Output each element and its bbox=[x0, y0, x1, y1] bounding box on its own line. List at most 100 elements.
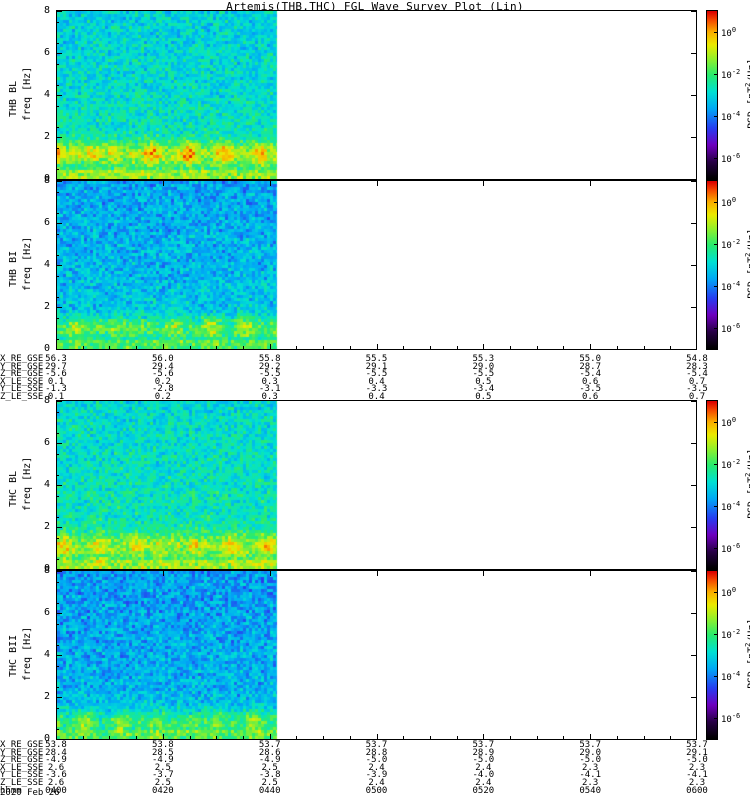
colorbar-tick-label: 10-6 bbox=[721, 322, 741, 335]
colorbar-tick-mark bbox=[714, 158, 718, 159]
colorbar-tick-mark bbox=[714, 244, 718, 245]
axis-row-label: X_RE_GSE bbox=[0, 740, 44, 750]
y-axis-unit-label-1: freq [Hz] bbox=[22, 66, 33, 121]
x-axis-tick-mark bbox=[483, 734, 484, 740]
x-axis-minor-tick bbox=[350, 736, 351, 739]
y-axis-tick-label: 2 bbox=[43, 131, 50, 142]
y-axis-minor-tick bbox=[56, 106, 59, 107]
y-axis-unit-label-3: freq [Hz] bbox=[22, 456, 33, 511]
axis-row-label: X_RE_GSE bbox=[0, 354, 44, 364]
axis-value: 28.3 bbox=[686, 361, 708, 372]
colorbar-tick-label: 10-4 bbox=[721, 280, 741, 293]
colorbar-tick-mark bbox=[714, 676, 718, 677]
axis-value: 29.1 bbox=[686, 747, 708, 758]
axis-value: 56.3 bbox=[45, 354, 67, 364]
y-axis-tick-mark bbox=[56, 53, 62, 54]
spectrogram-panel-3 bbox=[56, 400, 697, 570]
x-axis-tick-mark bbox=[590, 344, 591, 350]
y-axis-tick-mark bbox=[56, 401, 62, 402]
axis-value: -3.4 bbox=[472, 384, 495, 395]
axis-value: 28.8 bbox=[365, 747, 388, 758]
x-axis-tick-mark bbox=[163, 570, 164, 576]
x-axis-tick-mark bbox=[483, 344, 484, 350]
y-axis-tick-label: 6 bbox=[43, 217, 50, 228]
axis-value: 0.1 bbox=[47, 392, 65, 402]
axis-row-label: Z_RE_GSE bbox=[0, 755, 44, 766]
axis-value: -5.0 bbox=[472, 755, 495, 766]
colorbar-tick-mark bbox=[714, 286, 718, 287]
x-axis-minor-tick bbox=[216, 736, 217, 739]
x-axis-tick-mark bbox=[56, 180, 57, 186]
colorbar-tick-mark bbox=[714, 506, 718, 507]
date-stamp: 2020 Feb 26 bbox=[0, 788, 60, 798]
axis-value: -3.8 bbox=[258, 770, 281, 781]
x-axis-tick-mark bbox=[377, 344, 378, 350]
axis-value: 0.4 bbox=[368, 376, 385, 387]
x-axis-minor-tick bbox=[644, 346, 645, 349]
panel-name-label-1: THB BL bbox=[8, 80, 19, 117]
y-axis-tick-label: 2 bbox=[43, 521, 50, 532]
y-axis-minor-tick bbox=[56, 666, 59, 667]
x-axis-minor-tick bbox=[403, 346, 404, 349]
x-axis-tick-mark bbox=[270, 570, 271, 576]
colorbar-tick-label: 100 bbox=[721, 416, 737, 429]
y-axis-minor-tick bbox=[56, 454, 59, 455]
y-axis-tick-mark bbox=[56, 485, 62, 486]
axis-value: 53.7 bbox=[472, 740, 495, 750]
axis-value: 29.4 bbox=[151, 361, 174, 372]
axis-value: 0600 bbox=[686, 785, 708, 796]
axis-value: 0400 bbox=[45, 785, 67, 796]
axis-value: 2.4 bbox=[475, 762, 492, 773]
axis-value: -3.5 bbox=[579, 384, 601, 395]
axis-value: 53.8 bbox=[151, 740, 174, 750]
axis-value: 0540 bbox=[579, 785, 601, 796]
x-axis-minor-tick bbox=[190, 346, 191, 349]
axis-value: -5.5 bbox=[472, 369, 495, 380]
axis-value: -5.0 bbox=[365, 755, 388, 766]
y-axis-tick-label: 0 bbox=[43, 733, 50, 744]
y-axis-tick-mark-right bbox=[691, 569, 697, 570]
axis-value: 2.5 bbox=[261, 762, 278, 773]
y-axis-tick-label: 0 bbox=[43, 173, 50, 184]
axis-value: -5.6 bbox=[45, 369, 67, 380]
axis-value: 0.2 bbox=[154, 376, 171, 387]
y-axis-tick-mark-right bbox=[691, 11, 697, 12]
axis-value: 55.3 bbox=[472, 354, 495, 364]
y-axis-minor-tick bbox=[56, 687, 59, 688]
y-axis-tick-label: 2 bbox=[43, 691, 50, 702]
y-axis-tick-label: 6 bbox=[43, 437, 50, 448]
y-axis-minor-tick bbox=[56, 708, 59, 709]
colorbar-tick-mark bbox=[714, 718, 718, 719]
colorbar-axis-label-3: PSD [nT2/Hz] bbox=[744, 448, 750, 519]
y-axis-tick-mark bbox=[56, 137, 62, 138]
y-axis-tick-mark-right bbox=[691, 613, 697, 614]
colorbar-tick-label: 100 bbox=[721, 26, 737, 39]
colorbar-4 bbox=[706, 570, 718, 740]
axis-value: 2.5 bbox=[154, 778, 171, 788]
y-axis-tick-mark bbox=[56, 265, 62, 266]
x-axis-tick-mark bbox=[483, 180, 484, 186]
axis-value: -1.3 bbox=[45, 384, 67, 395]
colorbar-tick-label: 10-6 bbox=[721, 712, 741, 725]
axis-value: 29.7 bbox=[45, 361, 67, 372]
x-axis-minor-tick bbox=[109, 346, 110, 349]
axis-value: 53.8 bbox=[45, 740, 67, 750]
axis-value: 28.9 bbox=[472, 747, 495, 758]
y-axis-tick-mark-right bbox=[691, 223, 697, 224]
y-axis-tick-mark-right bbox=[691, 53, 697, 54]
y-axis-minor-tick bbox=[56, 603, 59, 604]
spectrogram-image-2 bbox=[57, 181, 696, 349]
axis-value: 0.2 bbox=[154, 392, 171, 402]
x-axis-minor-tick bbox=[617, 346, 618, 349]
x-axis-tick-mark bbox=[696, 344, 697, 350]
axis-value: -4.9 bbox=[45, 755, 67, 766]
colorbar-tick-label: 10-4 bbox=[721, 500, 741, 513]
y-axis-tick-mark bbox=[56, 95, 62, 96]
page-title: Artemis(THB,THC) FGL Wave Survey Plot (L… bbox=[226, 0, 524, 13]
axis-value: -5.5 bbox=[365, 369, 388, 380]
colorbar-tick-mark bbox=[714, 548, 718, 549]
axis-value: 2.3 bbox=[688, 762, 706, 773]
axis-value: -3.5 bbox=[686, 384, 708, 395]
x-axis-tick-mark bbox=[696, 180, 697, 186]
axis-row-label: Z_LE_SSE bbox=[0, 392, 44, 402]
